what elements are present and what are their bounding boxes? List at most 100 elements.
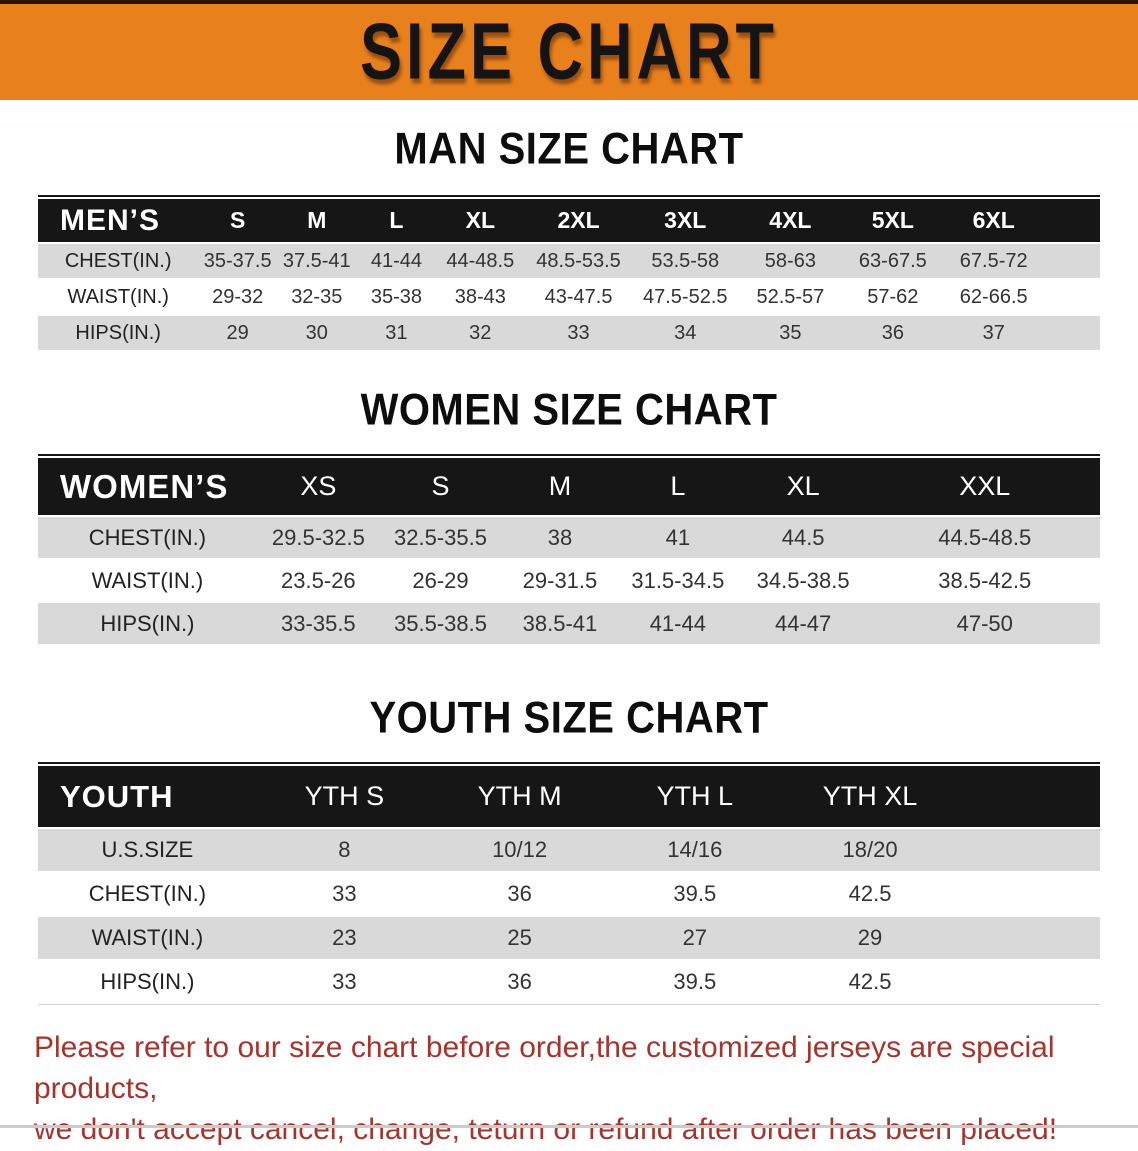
men-size-table: MEN’S S M L XL 2XL 3XL 4XL 5XL 6XL CHEST… (38, 199, 1100, 352)
table-row: HIPS(IN.) 29 30 31 32 33 34 35 36 37 (38, 314, 1100, 352)
disclaimer-line: we don't accept cancel, change, teturn o… (34, 1113, 1058, 1147)
size-value-cell: 34.5-38.5 (736, 559, 870, 602)
row-label: U.S.SIZE (38, 827, 257, 873)
size-value-cell: 38-43 (436, 279, 525, 315)
size-value-cell: 44-47 (736, 601, 870, 646)
size-column-header: 4XL (737, 199, 843, 243)
size-value-cell: 58-63 (737, 242, 843, 280)
size-value-cell: 41 (618, 515, 737, 560)
men-section: MEN’S S M L XL 2XL 3XL 4XL 5XL 6XL CHEST… (38, 195, 1100, 352)
size-column-header: M (276, 199, 357, 243)
size-value-cell: 48.5-53.5 (524, 242, 633, 280)
divider (38, 195, 1100, 199)
size-value-cell: 33 (256, 960, 432, 1004)
size-value-cell: 39.5 (607, 960, 783, 1004)
size-value-cell: 25 (431, 915, 608, 961)
size-value-cell: 44-48.5 (436, 242, 525, 280)
row-label: CHEST(IN.) (38, 515, 257, 560)
size-value-cell: 14/16 (607, 827, 783, 873)
size-value-cell: 38.5-42.5 (869, 559, 1100, 602)
disclaimer-text: Please refer to our size chart before or… (34, 1027, 1118, 1151)
spacer-cell (957, 827, 1100, 873)
top-edge-divider (0, 0, 1138, 4)
table-row: HIPS(IN.) 33-35.5 35.5-38.5 38.5-41 41-4… (38, 601, 1100, 646)
table-corner-label: YOUTH (38, 766, 257, 828)
men-section-title: MAN SIZE CHART (394, 124, 744, 174)
size-value-cell: 53.5-58 (632, 242, 738, 280)
table-row: CHEST(IN.) 29.5-32.5 32.5-35.5 38 41 44.… (38, 515, 1100, 560)
size-value-cell: 32.5-35.5 (379, 515, 502, 560)
size-column-header: YTH L (607, 766, 783, 828)
table-row: CHEST(IN.) 35-37.5 37.5-41 41-44 44-48.5… (38, 242, 1100, 280)
size-column-header: S (379, 458, 502, 516)
spacer-cell (1044, 279, 1100, 315)
size-value-cell: 44.5 (736, 515, 870, 560)
size-value-cell: 57-62 (842, 279, 943, 315)
size-value-cell: 35-38 (356, 279, 437, 315)
size-value-cell: 32 (436, 314, 525, 352)
spacer-cell (957, 960, 1100, 1004)
size-column-header: YTH XL (782, 766, 958, 828)
size-column-header: M (501, 458, 619, 516)
spacer-cell (1044, 199, 1100, 243)
spacer-cell (957, 766, 1100, 828)
size-value-cell: 29 (198, 314, 277, 352)
size-value-cell: 42.5 (782, 872, 958, 916)
size-value-cell: 34 (632, 314, 738, 352)
size-column-header: XL (436, 199, 525, 243)
size-value-cell: 38 (501, 515, 619, 560)
size-column-header: 3XL (632, 199, 738, 243)
size-value-cell: 30 (276, 314, 357, 352)
size-value-cell: 39.5 (607, 872, 783, 916)
row-label: CHEST(IN.) (38, 872, 257, 916)
size-value-cell: 35.5-38.5 (379, 601, 502, 646)
size-value-cell: 35 (737, 314, 843, 352)
size-value-cell: 67.5-72 (942, 242, 1045, 280)
size-value-cell: 23 (256, 915, 432, 961)
row-label: WAIST(IN.) (38, 559, 257, 602)
divider (38, 454, 1100, 458)
table-header-row: YOUTH YTH S YTH M YTH L YTH XL (38, 766, 1100, 828)
size-value-cell: 27 (607, 915, 783, 961)
size-value-cell: 26-29 (379, 559, 502, 602)
banner-title: SIZE CHART (360, 7, 778, 97)
youth-section: YOUTH YTH S YTH M YTH L YTH XL U.S.SIZE … (38, 762, 1100, 1005)
size-column-header: XS (256, 458, 380, 516)
youth-size-table: YOUTH YTH S YTH M YTH L YTH XL U.S.SIZE … (38, 766, 1100, 1005)
size-value-cell: 44.5-48.5 (869, 515, 1100, 560)
youth-section-title: YOUTH SIZE CHART (369, 693, 769, 743)
size-value-cell: 31 (356, 314, 437, 352)
women-section: WOMEN’S XS S M L XL XXL CHEST(IN.) 29.5-… (38, 454, 1100, 646)
women-section-title: WOMEN SIZE CHART (360, 385, 778, 435)
size-value-cell: 62-66.5 (942, 279, 1045, 315)
size-value-cell: 29-32 (198, 279, 277, 315)
table-corner-label: MEN’S (38, 199, 199, 243)
size-value-cell: 41-44 (618, 601, 737, 646)
table-header-row: MEN’S S M L XL 2XL 3XL 4XL 5XL 6XL (38, 199, 1100, 243)
table-row: WAIST(IN.) 23.5-26 26-29 29-31.5 31.5-34… (38, 559, 1100, 602)
size-value-cell: 37.5-41 (276, 242, 357, 280)
row-label: HIPS(IN.) (38, 960, 257, 1004)
size-value-cell: 47.5-52.5 (632, 279, 738, 315)
spacer-cell (1044, 314, 1100, 352)
size-value-cell: 36 (431, 872, 608, 916)
table-row: U.S.SIZE 8 10/12 14/16 18/20 (38, 827, 1100, 873)
size-value-cell: 18/20 (782, 827, 958, 873)
size-value-cell: 8 (256, 827, 432, 873)
divider (38, 762, 1100, 766)
row-label: CHEST(IN.) (38, 242, 199, 280)
bottom-edge-divider (0, 1125, 1138, 1128)
size-value-cell: 36 (842, 314, 943, 352)
size-column-header: YTH M (431, 766, 608, 828)
table-row: WAIST(IN.) 29-32 32-35 35-38 38-43 43-47… (38, 279, 1100, 315)
table-row: CHEST(IN.) 33 36 39.5 42.5 (38, 872, 1100, 916)
size-column-header: 6XL (942, 199, 1045, 243)
table-row: WAIST(IN.) 23 25 27 29 (38, 915, 1100, 961)
size-value-cell: 37 (942, 314, 1045, 352)
disclaimer-line: Please refer to our size chart before or… (34, 1030, 1055, 1105)
row-label: HIPS(IN.) (38, 314, 199, 352)
size-value-cell: 47-50 (869, 601, 1100, 646)
size-value-cell: 33 (524, 314, 633, 352)
row-label: WAIST(IN.) (38, 915, 257, 961)
size-value-cell: 29 (782, 915, 958, 961)
